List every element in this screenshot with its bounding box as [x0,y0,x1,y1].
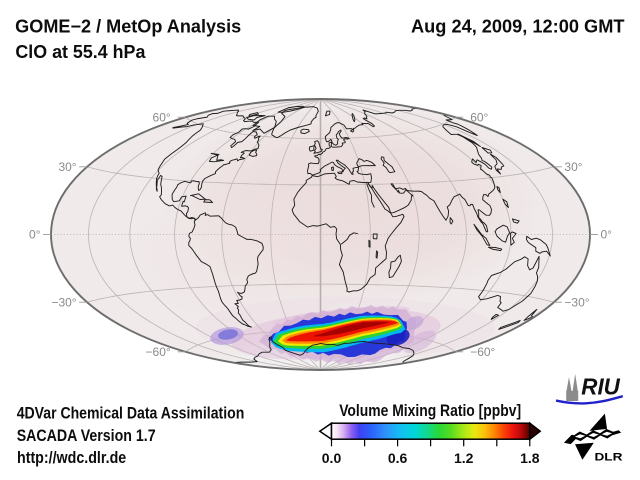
svg-text:0°: 0° [29,228,41,242]
svg-text:DLR: DLR [595,452,623,464]
svg-text:ClO at 55.4 hPa: ClO at 55.4 hPa [15,42,146,62]
svg-text:4DVar Chemical Data Assimilati: 4DVar Chemical Data Assimilation [17,404,245,422]
svg-text:Aug 24, 2009, 12:00 GMT: Aug 24, 2009, 12:00 GMT [411,16,625,36]
svg-text:1.2: 1.2 [454,450,474,466]
svg-text:−60°: −60° [470,345,495,359]
svg-text:GOME−2 / MetOp Analysis: GOME−2 / MetOp Analysis [15,16,241,36]
svg-text:0.0: 0.0 [322,450,342,466]
svg-text:RIU: RIU [581,374,621,400]
svg-text:60°: 60° [153,110,171,124]
svg-text:1.8: 1.8 [520,450,540,466]
svg-text:−30°: −30° [51,295,76,309]
svg-text:−60°: −60° [146,345,171,359]
svg-text:SACADA Version 1.7: SACADA Version 1.7 [17,427,156,445]
svg-text:http://wdc.dlr.de: http://wdc.dlr.de [17,449,126,467]
svg-text:0°: 0° [601,228,613,242]
svg-text:30°: 30° [58,160,76,174]
svg-text:60°: 60° [470,110,488,124]
svg-text:30°: 30° [564,160,582,174]
svg-text:Volume Mixing Ratio [ppbv]: Volume Mixing Ratio [ppbv] [339,401,521,420]
svg-text:0.6: 0.6 [388,450,408,466]
svg-text:−30°: −30° [564,295,589,309]
